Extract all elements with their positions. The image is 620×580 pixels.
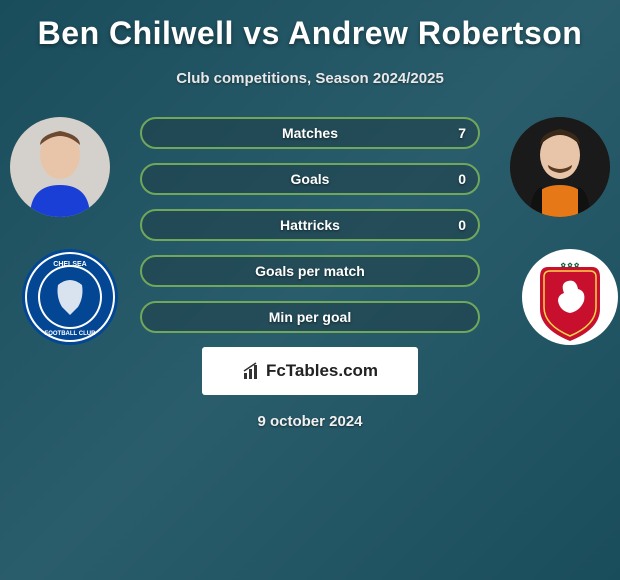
- liverpool-badge-icon: ✿ ✿ ✿: [520, 247, 620, 347]
- stat-row-min-per-goal: Min per goal: [140, 301, 480, 333]
- stat-label: Goals per match: [255, 263, 365, 279]
- chart-icon: [242, 361, 262, 381]
- player-left-avatar: [10, 117, 110, 217]
- club-left-badge: CHELSEA FOOTBALL CLUB: [20, 247, 120, 347]
- avatar-left-svg: [10, 117, 110, 217]
- stat-label: Hattricks: [280, 217, 340, 233]
- stat-row-hattricks: Hattricks 0: [140, 209, 480, 241]
- player-right-avatar: [510, 117, 610, 217]
- watermark-badge: FcTables.com: [202, 347, 418, 395]
- stat-right-value: 0: [458, 171, 466, 187]
- stat-label: Goals: [291, 171, 330, 187]
- stat-label: Min per goal: [269, 309, 351, 325]
- stat-label: Matches: [282, 125, 338, 141]
- svg-text:FOOTBALL CLUB: FOOTBALL CLUB: [45, 331, 97, 337]
- subtitle: Club competitions, Season 2024/2025: [0, 70, 620, 87]
- main-area: CHELSEA FOOTBALL CLUB ✿ ✿ ✿ Matches 7 Go…: [0, 117, 620, 430]
- stat-row-matches: Matches 7: [140, 117, 480, 149]
- stats-list: Matches 7 Goals 0 Hattricks 0 Goals per …: [140, 117, 480, 333]
- stat-right-value: 0: [458, 217, 466, 233]
- page-title: Ben Chilwell vs Andrew Robertson: [0, 15, 620, 52]
- date-label: 9 october 2024: [0, 413, 620, 430]
- watermark-text: FcTables.com: [266, 361, 378, 381]
- stat-row-goals: Goals 0: [140, 163, 480, 195]
- stat-right-value: 7: [458, 125, 466, 141]
- stat-row-goals-per-match: Goals per match: [140, 255, 480, 287]
- svg-text:CHELSEA: CHELSEA: [53, 261, 86, 268]
- svg-text:✿ ✿ ✿: ✿ ✿ ✿: [561, 262, 579, 269]
- chelsea-badge-icon: CHELSEA FOOTBALL CLUB: [20, 247, 120, 347]
- comparison-card: Ben Chilwell vs Andrew Robertson Club co…: [0, 0, 620, 440]
- avatar-right-svg: [510, 117, 610, 217]
- club-right-badge: ✿ ✿ ✿: [520, 247, 620, 347]
